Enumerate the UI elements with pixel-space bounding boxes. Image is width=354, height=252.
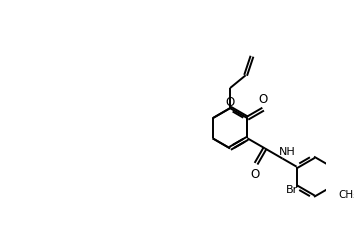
Text: O: O [258,93,268,106]
Text: Br: Br [285,185,298,195]
Text: O: O [251,168,260,181]
Text: CH₃: CH₃ [338,190,354,200]
Text: NH: NH [279,147,296,157]
Text: O: O [225,96,235,109]
